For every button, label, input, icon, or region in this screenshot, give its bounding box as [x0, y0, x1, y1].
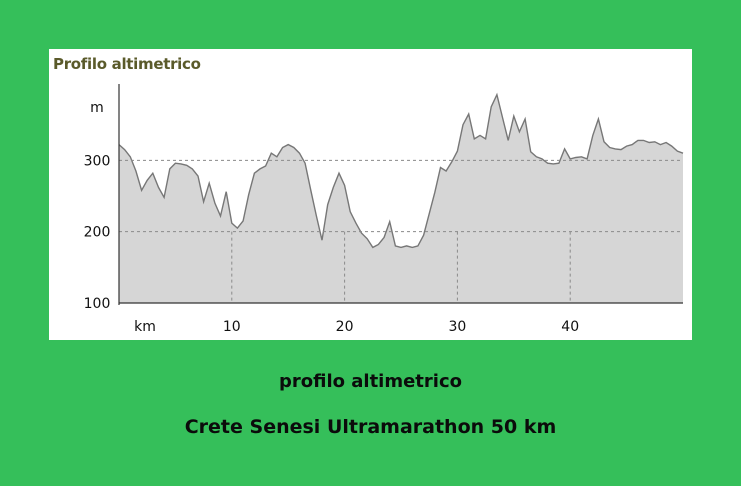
axes-layer: [118, 84, 683, 305]
x-axis-label: km: [134, 319, 156, 335]
x-tick-label-40: 40: [561, 319, 579, 335]
y-tick-label-100: 100: [84, 296, 111, 312]
elevation-area: [119, 94, 683, 303]
x-tick-label-30: 30: [448, 319, 466, 335]
y-tick-label-300: 300: [84, 153, 111, 169]
y-axis-label: m: [90, 100, 104, 116]
elevation-line: [118, 92, 684, 249]
elevation-chart: 300 200 100 m 10 20 30 40 km: [84, 84, 684, 335]
x-tick-label-10: 10: [223, 319, 241, 335]
caption-subtitle: Crete Senesi Ultramarathon 50 km: [184, 416, 557, 438]
grid-layer: [119, 159, 683, 303]
x-tick-label-20: 20: [336, 319, 354, 335]
chart-card: Profilo altimetrico 300 200 100 m 10 20 30 40 km: [49, 49, 692, 340]
caption-title: profilo altimetrico: [278, 371, 462, 392]
y-tick-label-200: 200: [84, 225, 111, 241]
chart-title: Profilo altimetrico: [53, 55, 201, 73]
labels-layer: 300 200 100 m 10 20 30 40 km: [84, 100, 579, 335]
